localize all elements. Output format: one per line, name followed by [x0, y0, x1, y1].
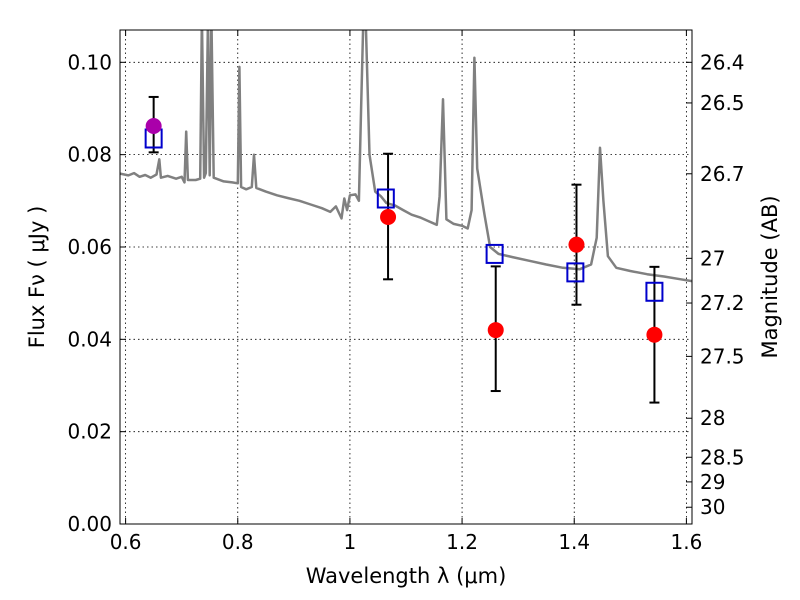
x-tick-label: 1.4 — [558, 530, 590, 554]
observed-point — [568, 236, 585, 253]
spectrum-line — [120, 30, 692, 283]
mag-tick-label: 27.2 — [700, 291, 745, 315]
mag-tick-label: 27 — [700, 246, 725, 270]
model-square-point — [645, 281, 664, 302]
y-tick-label: 0.02 — [67, 420, 112, 444]
x-tick-label: 0.6 — [110, 530, 142, 554]
plot-frame — [119, 29, 693, 525]
mag-tick-label: 27.5 — [700, 344, 745, 368]
model-square-point — [566, 262, 585, 283]
y-tick-label: 0.06 — [67, 235, 112, 259]
marker-layer — [144, 118, 664, 343]
x-tick-label: 0.8 — [222, 530, 254, 554]
spectrum-layer — [120, 30, 692, 283]
y-tick-label: 0.10 — [67, 50, 112, 74]
mag-tick-label: 28.5 — [700, 445, 745, 469]
observed-point — [380, 208, 397, 225]
model-square-point — [485, 243, 504, 264]
x-axis-label: Wavelength λ (μm) — [306, 564, 507, 588]
observed-point — [487, 322, 504, 339]
y-tick-label: 0.04 — [67, 327, 112, 351]
errorbar-layer — [148, 95, 660, 404]
tick-layer: 0.6 0.8 1 1.2 1.4 1.6 0.00 0.02 0.04 0.06 0.08 0.10… — [67, 30, 745, 554]
y-tick-label: 0.00 — [67, 512, 112, 536]
x-tick-label: 1.2 — [446, 530, 478, 554]
y-tick-label: 0.08 — [67, 143, 112, 167]
mag-tick-label: 29 — [700, 470, 725, 494]
mag-tick-label: 26.7 — [700, 162, 745, 186]
mag-tick-label: 30 — [700, 495, 725, 519]
y-axis-label: Flux Fν ( μJy ) — [25, 206, 49, 349]
mag-tick-label: 26.4 — [700, 50, 745, 74]
y-axis-right-label: Magnitude (AB) — [758, 195, 782, 358]
observed-point — [145, 118, 162, 135]
x-tick-label: 1 — [344, 530, 357, 554]
observed-point — [646, 326, 663, 343]
mag-tick-label: 28 — [700, 406, 725, 430]
model-square-point — [376, 188, 395, 209]
mag-tick-label: 26.5 — [700, 91, 745, 115]
x-tick-label: 1.6 — [670, 530, 702, 554]
